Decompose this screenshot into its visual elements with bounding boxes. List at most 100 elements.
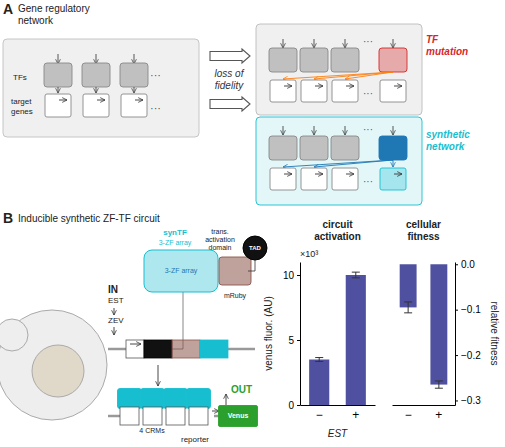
- tick-mark: [455, 400, 458, 401]
- annotation: OUT: [231, 384, 252, 395]
- text-line: 3-ZF array: [159, 239, 192, 247]
- dna: [108, 415, 120, 418]
- text-line: EST: [328, 428, 348, 439]
- x-tick: −: [316, 408, 323, 422]
- error-bar: [404, 302, 412, 313]
- panel-label: B: [3, 210, 13, 226]
- annotation: ···: [363, 124, 373, 135]
- bar: [346, 275, 366, 405]
- text-line: ×10³: [300, 249, 318, 259]
- y-tick: 10: [283, 270, 300, 281]
- text-line: ···: [363, 176, 373, 187]
- crm: [141, 389, 165, 409]
- arrow: [96, 54, 97, 64]
- arrow: [134, 87, 135, 93]
- text-line: 4 CRMs: [139, 427, 165, 434]
- arrow: [283, 39, 284, 48]
- text-line: activation: [314, 231, 361, 242]
- tick-mark: [455, 310, 458, 311]
- plot-marks: [309, 272, 366, 405]
- annotation: EST: [108, 296, 124, 305]
- promoter-arrow: [284, 174, 292, 175]
- annotation: synTF: [163, 228, 187, 237]
- text-line: network: [18, 15, 54, 26]
- tf-node: [331, 136, 359, 160]
- tick-mark: [455, 355, 458, 356]
- mutant-tf-node: [379, 48, 407, 72]
- text-line: circuit: [322, 219, 353, 230]
- target-gene: [380, 80, 406, 102]
- arrow: [58, 87, 59, 93]
- arrow: [283, 126, 284, 135]
- annotation: targetgenes: [11, 97, 33, 116]
- text-line: IN: [108, 284, 118, 295]
- arrow: [345, 126, 346, 135]
- promoter-arrow: [394, 86, 402, 87]
- tf-node: [331, 48, 359, 72]
- annotation: mutation: [426, 46, 468, 57]
- tick-label: +: [435, 408, 442, 422]
- text-line: TAD: [249, 245, 262, 251]
- text-line: 3-ZF array: [165, 267, 198, 275]
- target-gene: [332, 80, 358, 102]
- target-gene: [380, 168, 406, 190]
- y-tick: 0: [288, 400, 300, 411]
- bar: [430, 264, 447, 384]
- syntf-arrow: [314, 160, 393, 167]
- tf-node: [300, 48, 328, 72]
- annotation: TF: [426, 34, 439, 45]
- x-tick: +: [352, 408, 359, 422]
- tick-label: 5: [288, 335, 294, 346]
- tick-label: −: [405, 408, 412, 422]
- annotation: synthetic: [426, 129, 470, 140]
- tf-node: [82, 63, 110, 87]
- annotation: ZEV: [108, 316, 124, 325]
- bar-chart: 0510−+circuitactivationvenus fluor. (AU)…: [263, 219, 376, 439]
- annotation: ···: [363, 88, 373, 99]
- mutant-arrow: [283, 72, 393, 79]
- chart-title: cellularfitness: [406, 219, 441, 242]
- target-gene: [270, 168, 296, 190]
- target-gene: [121, 94, 147, 117]
- bar: [309, 360, 329, 406]
- tad-block: [144, 340, 172, 358]
- text-line: network: [426, 141, 465, 152]
- y-tick: −0.3: [455, 395, 481, 406]
- error-bar: [315, 358, 323, 362]
- arrow: [114, 308, 115, 315]
- tf-node: [44, 63, 72, 87]
- tf-node: [300, 136, 328, 160]
- chart-title: circuitactivation: [314, 219, 361, 242]
- arrow: [58, 54, 59, 64]
- venus-box: [219, 406, 258, 427]
- arrow: [114, 327, 115, 335]
- text-line: mRuby: [224, 292, 247, 300]
- panel-title: Inducible synthetic ZF-TF circuit: [18, 213, 160, 224]
- promoter-arrow: [346, 86, 354, 87]
- promoter-arrow: [315, 86, 323, 87]
- tick-label: −0.3: [461, 395, 481, 406]
- annotation: 3-ZF array: [159, 239, 192, 247]
- tick-label: 10: [283, 270, 295, 281]
- figure: AGene regulatorynetworkTFs···targetgenes…: [0, 0, 505, 447]
- text-line: relative fitness: [489, 302, 500, 366]
- tf-node: [120, 63, 148, 87]
- dna: [228, 348, 255, 351]
- crm-site: [189, 407, 208, 425]
- x-axis: −+: [301, 406, 376, 422]
- axis-line: [300, 263, 301, 406]
- dna: [108, 348, 126, 351]
- promoter-arrow: [284, 86, 292, 87]
- y-tick: 5: [288, 335, 300, 346]
- target-gene: [301, 168, 327, 190]
- target-gene: [83, 94, 109, 117]
- promoter-arrow: [97, 100, 105, 101]
- text-line: loss of: [215, 68, 245, 79]
- connector: [248, 260, 255, 271]
- text-line: activation: [205, 236, 235, 243]
- y-axis: 0 5 10: [283, 263, 301, 411]
- annotation: Venus: [228, 412, 249, 419]
- text-line: Venus: [228, 412, 249, 419]
- bar: [400, 264, 417, 307]
- bar-chart: 0.0−0.1−0.2−0.3−+cellularfitnessrelative…: [393, 219, 501, 422]
